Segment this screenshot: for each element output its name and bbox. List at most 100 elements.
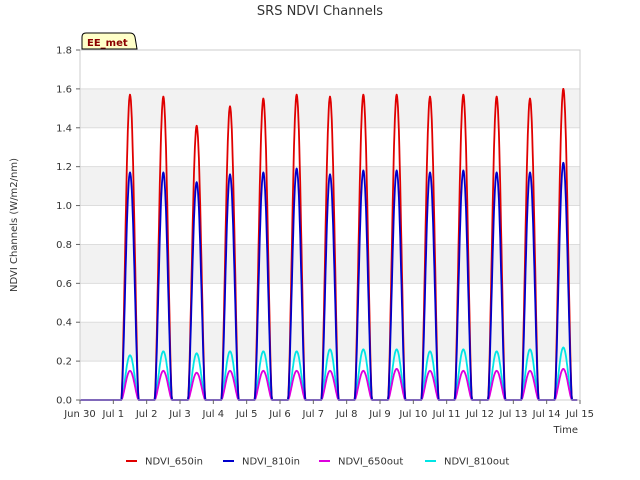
data-point bbox=[429, 350, 431, 353]
data-point bbox=[129, 171, 131, 174]
data-point bbox=[462, 369, 465, 372]
plot-frame bbox=[79, 49, 581, 401]
data-point bbox=[262, 97, 265, 100]
y-tick-label: 0.2 bbox=[56, 357, 72, 368]
data-point bbox=[395, 169, 398, 172]
data-point bbox=[462, 93, 465, 96]
x-tick-label: Jun 30 bbox=[63, 409, 96, 420]
x-tick-label: Jul 4 bbox=[202, 409, 225, 420]
annotation-badge: EE_met bbox=[81, 32, 138, 50]
x-tick-label: Jul 2 bbox=[135, 409, 158, 420]
legend-label: NDVI_650in bbox=[145, 457, 203, 468]
data-point bbox=[295, 167, 298, 170]
data-point bbox=[229, 369, 231, 372]
data-point bbox=[429, 95, 431, 98]
data-point bbox=[495, 95, 498, 98]
y-tick-label: 1.8 bbox=[56, 46, 72, 57]
data-point bbox=[529, 348, 531, 351]
data-point bbox=[195, 371, 198, 374]
data-point bbox=[229, 350, 231, 353]
chart-title: SRS NDVI Channels bbox=[257, 4, 383, 19]
y-axis-label: NDVI Channels (W/m2/nm) bbox=[9, 158, 20, 292]
data-point bbox=[195, 124, 198, 127]
x-tick-label: Jul 15 bbox=[565, 409, 594, 420]
legend: NDVI_650in NDVI_810in NDVI_650out NDVI_810o… bbox=[126, 457, 509, 468]
data-point bbox=[529, 97, 531, 100]
x-axis-label: Time bbox=[553, 425, 578, 436]
data-point bbox=[129, 369, 131, 372]
data-point bbox=[329, 95, 331, 98]
data-point bbox=[295, 369, 298, 372]
data-point bbox=[362, 348, 365, 351]
x-tick-label: Jul 14 bbox=[532, 409, 561, 420]
data-point bbox=[562, 367, 565, 370]
data-point bbox=[195, 181, 198, 184]
data-point bbox=[229, 105, 231, 108]
data-point bbox=[329, 348, 331, 351]
x-tick-label: Jul 11 bbox=[432, 409, 461, 420]
data-point bbox=[495, 350, 498, 353]
x-tick-label: Jul 13 bbox=[498, 409, 527, 420]
data-point bbox=[495, 369, 498, 372]
y-tick-label: 0.6 bbox=[56, 279, 72, 290]
grid-band bbox=[80, 244, 580, 284]
y-tick-label: 1.2 bbox=[56, 162, 72, 173]
data-point bbox=[495, 171, 498, 174]
data-point bbox=[295, 350, 298, 353]
x-tick-label: Jul 5 bbox=[235, 409, 258, 420]
x-tick-label: Jul 1 bbox=[102, 409, 125, 420]
data-point bbox=[395, 93, 398, 96]
data-point bbox=[129, 354, 131, 357]
legend-label: NDVI_810in bbox=[242, 457, 300, 468]
data-point bbox=[529, 171, 531, 174]
data-point bbox=[162, 369, 165, 372]
data-point bbox=[529, 369, 531, 372]
data-point bbox=[229, 173, 231, 176]
y-tick-label: 1.4 bbox=[56, 123, 72, 134]
data-point bbox=[395, 367, 398, 370]
data-point bbox=[129, 93, 131, 96]
data-point bbox=[362, 369, 365, 372]
x-tick-label: Jul 6 bbox=[268, 409, 291, 420]
data-point bbox=[429, 369, 431, 372]
y-tick-label: 1.6 bbox=[56, 84, 72, 95]
grid-band bbox=[80, 166, 580, 206]
x-tick-label: Jul 7 bbox=[302, 409, 325, 420]
data-point bbox=[262, 171, 265, 174]
x-tick-label: Jul 3 bbox=[168, 409, 191, 420]
data-point bbox=[162, 350, 165, 353]
y-tick-label: 0.0 bbox=[56, 396, 72, 407]
legend-label: NDVI_650out bbox=[338, 457, 403, 468]
data-point bbox=[262, 350, 265, 353]
x-tick-label: Jul 9 bbox=[368, 409, 391, 420]
annotation-label: EE_met bbox=[87, 38, 128, 49]
data-point bbox=[362, 169, 365, 172]
grid-band bbox=[80, 88, 580, 128]
data-point bbox=[362, 93, 365, 96]
grid-band bbox=[80, 322, 580, 362]
data-point bbox=[329, 369, 331, 372]
y-tick-label: 1.0 bbox=[56, 201, 72, 212]
data-point bbox=[462, 169, 465, 172]
data-point bbox=[462, 348, 465, 351]
y-tick-label: 0.4 bbox=[56, 318, 72, 329]
x-tick-label: Jul 10 bbox=[398, 409, 427, 420]
data-point bbox=[562, 346, 565, 349]
data-point bbox=[329, 173, 331, 176]
data-point bbox=[562, 87, 565, 90]
data-point bbox=[395, 348, 398, 351]
data-point bbox=[562, 161, 565, 164]
x-tick-label: Jul 12 bbox=[465, 409, 494, 420]
data-point bbox=[295, 93, 298, 96]
data-point bbox=[162, 171, 165, 174]
data-point bbox=[429, 171, 431, 174]
y-tick-label: 0.8 bbox=[56, 240, 72, 251]
data-point bbox=[162, 95, 165, 98]
data-point bbox=[262, 369, 265, 372]
x-axis: Jun 30 Jul 1 Jul 2 Jul 3 Jul 4 Jul 5 Jul 6 Jul … bbox=[63, 400, 594, 420]
data-point bbox=[195, 352, 198, 355]
x-tick-label: Jul 8 bbox=[335, 409, 358, 420]
legend-label: NDVI_810out bbox=[444, 457, 509, 468]
y-axis: 0.0 0.2 0.4 0.6 0.8 1.0 1.2 1.4 1.6 1.8 bbox=[56, 46, 80, 407]
